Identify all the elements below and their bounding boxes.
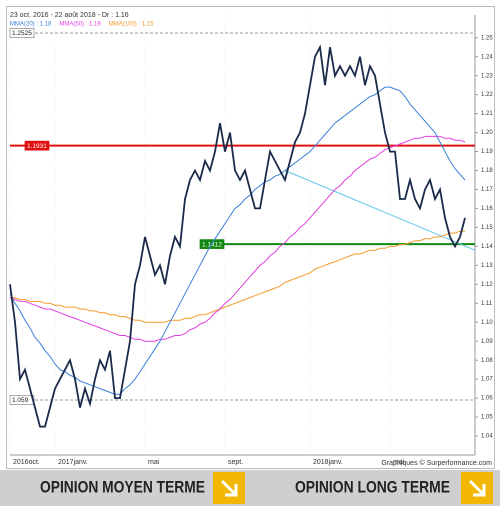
y-tick-label: 1.19 — [481, 149, 493, 155]
opinion-bar — [0, 470, 500, 506]
chart-title: 23 oct. 2016 - 22 août 2018 - Dr : 1.16 — [10, 12, 129, 19]
level-label-box — [9, 395, 35, 405]
y-tick-label: 1.24 — [481, 54, 493, 60]
y-tick-label: 1.10 — [481, 320, 493, 326]
legend-entry: MMA(100) : 1.15 — [109, 22, 154, 28]
y-tick-label: 1.17 — [481, 187, 493, 193]
y-tick-label: 1.06 — [481, 396, 493, 402]
credit: Graphiques © Surperformance.com — [381, 459, 492, 467]
moving-average-line — [9, 86, 466, 395]
y-tick-label: 1.22 — [481, 92, 493, 98]
y-tick-label: 1.11 — [481, 301, 493, 307]
y-tick-label: 1.25 — [481, 35, 493, 41]
opinion-long: OPINION LONG TERME — [295, 477, 450, 496]
level-label: 1.2525 — [12, 30, 32, 37]
y-tick-label: 1.12 — [481, 282, 493, 288]
y-tick-label: 1.20 — [481, 130, 493, 136]
moving-average-line — [10, 230, 465, 323]
level-label-box — [24, 140, 50, 151]
y-tick-label: 1.13 — [481, 263, 493, 269]
y-tick-label: 1.09 — [481, 339, 493, 345]
y-tick-label: 1.14 — [481, 244, 493, 250]
arrow-icon — [220, 479, 238, 497]
y-tick-label: 1.07 — [481, 377, 493, 383]
legend-entry: MMA(20) : 1.18 — [10, 22, 52, 28]
y-tick-label: 1.04 — [481, 434, 493, 440]
y-tick-label: 1.23 — [481, 73, 493, 79]
y-tick-label: 1.21 — [481, 111, 493, 117]
arrow-icon — [468, 479, 486, 497]
legend-entry: MMA(50) : 1.19 — [59, 22, 101, 28]
x-tick-label: mai — [148, 459, 160, 466]
x-tick-label: 2016oct. — [13, 459, 40, 466]
chart-frame — [6, 6, 495, 469]
trendline — [284, 170, 476, 251]
y-tick-label: 1.15 — [481, 225, 493, 231]
price-line — [9, 44, 466, 428]
y-tick-label: 1.08 — [481, 358, 493, 364]
x-tick-label: mai — [393, 459, 405, 466]
x-tick-label: 2017janv. — [58, 459, 88, 466]
x-tick-label: 2018janv. — [313, 459, 343, 466]
y-tick-label: 1.18 — [481, 168, 493, 174]
level-label: 1.1931 — [27, 143, 47, 150]
x-tick-label: sept. — [228, 459, 243, 466]
y-tick-label: 1.05 — [481, 415, 493, 421]
level-label-box — [9, 28, 35, 38]
level-label: 1.059 — [12, 397, 29, 404]
y-tick-label: 1.16 — [481, 206, 493, 212]
level-label: 1.1412 — [202, 241, 222, 248]
opinion-medium: OPINION MOYEN TERME — [40, 477, 205, 496]
